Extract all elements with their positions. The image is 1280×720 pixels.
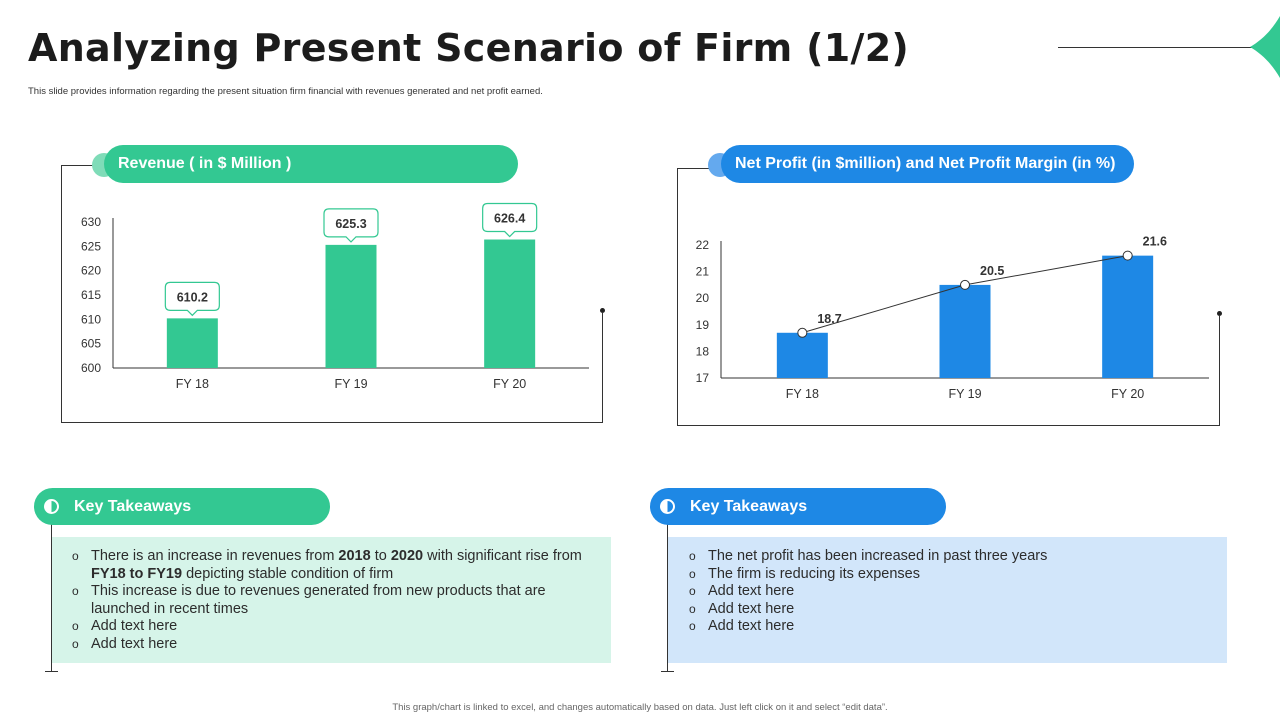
takeaway-left-item-text: Add text here (91, 635, 178, 652)
takeaway-left-item-text: Add text here (91, 618, 178, 635)
takeaway-left-item: Add text here (72, 618, 592, 636)
takeaway-right-item: The firm is reducing its expenses (689, 566, 1209, 584)
revenue-y-tick-label: 610 (81, 312, 101, 326)
revenue-y-tick-label: 625 (81, 239, 101, 253)
takeaways-left-line (51, 506, 52, 671)
revenue-frame-top (61, 165, 101, 166)
net-profit-trend-point (960, 279, 970, 290)
net-profit-bar (1102, 255, 1154, 378)
net-profit-y-tick-label: 19 (696, 318, 710, 332)
takeaways-right-line (667, 506, 668, 671)
revenue-x-tick-label: FY 20 (493, 377, 526, 391)
takeaway-right-item: The net profit has been increased in pas… (689, 548, 1209, 566)
takeaway-right-item: Add text here (689, 583, 1209, 601)
revenue-data-label-callout: 610.2 (164, 281, 220, 317)
revenue-y-tick-label: 620 (81, 264, 101, 278)
takeaway-left-item-text: depicting stable condition of firm (182, 565, 394, 582)
takeaway-left-item: Add text here (72, 636, 592, 654)
takeaway-right-item-text: The firm is reducing its expenses (708, 565, 920, 582)
revenue-data-label-callout: 626.4 (482, 202, 538, 238)
net-profit-trend-point (1122, 250, 1133, 261)
half-circle-icon (44, 499, 59, 514)
takeaway-left-item-text: There is an increase in revenues from (91, 548, 339, 564)
takeaway-right-item-text: Add text here (708, 600, 795, 617)
decorative-line (1058, 47, 1258, 48)
half-circle-icon (660, 499, 675, 514)
net-profit-trend-point (797, 327, 808, 338)
revenue-data-label: 625.3 (335, 217, 366, 231)
revenue-chart-header: Revenue ( in $ Million ) (104, 145, 518, 183)
net-profit-bar-chart: 17 18 19 20 21 22 FY 18 FY 19 FY 20 18.7 20.5 21.6 (696, 235, 1209, 401)
net-profit-bar (776, 332, 828, 378)
revenue-x-tick-label: FY 18 (176, 377, 209, 391)
revenue-data-label: 610.2 (177, 290, 208, 304)
net-profit-frame-dot (1217, 311, 1222, 316)
takeaway-left-item-text: 2018 (338, 548, 371, 564)
takeaway-right-item-text: Add text here (708, 618, 795, 635)
takeaways-right-list: The net profit has been increased in pas… (689, 548, 1209, 636)
revenue-y-tick-label: 605 (81, 337, 101, 351)
takeaway-left-item-text: FY18 to FY19 (91, 565, 183, 582)
revenue-frame-dot (600, 308, 605, 313)
net-profit-x-tick-label: FY 18 (786, 387, 819, 401)
revenue-bar (484, 239, 536, 368)
revenue-data-label-callout: 625.3 (323, 208, 379, 243)
takeaway-right-item-text: The net profit has been increased in pas… (708, 548, 1048, 564)
takeaways-left-list: There is an increase in revenues from 20… (72, 548, 592, 654)
net-profit-x-tick-label: FY 19 (948, 387, 981, 401)
takeaways-right-header: Key Takeaways (650, 488, 946, 525)
net-profit-y-tick-label: 18 (696, 344, 710, 358)
page-subtitle: This slide provides information regardin… (28, 86, 543, 97)
net-profit-bar (939, 284, 991, 378)
net-profit-y-tick-label: 22 (696, 238, 710, 252)
net-profit-data-label: 21.6 (1143, 235, 1167, 249)
takeaways-left-header: Key Takeaways (34, 488, 330, 525)
net-profit-x-tick-label: FY 20 (1111, 387, 1144, 401)
revenue-bar-chart: 600 605 610 615 620 625 630 FY 18 610.2 FY 19 625.… (81, 202, 589, 391)
takeaway-right-item-text: Add text here (708, 583, 795, 600)
net-profit-y-tick-label: 17 (696, 371, 710, 385)
page-title: Analyzing Present Scenario of Firm (1/2) (28, 26, 910, 70)
net-profit-y-tick-label: 21 (696, 265, 710, 279)
takeaway-left-item-text: 2020 (390, 548, 424, 564)
revenue-y-tick-label: 600 (81, 361, 101, 375)
takeaway-left-item-text: This increase is due to revenues generat… (91, 583, 546, 617)
revenue-y-tick-label: 630 (81, 215, 101, 229)
decorative-leaf-icon (1250, 16, 1280, 78)
takeaway-left-item-text: with significant rise from (423, 548, 582, 564)
takeaway-right-item: Add text here (689, 618, 1209, 636)
revenue-bar (166, 318, 218, 368)
net-profit-data-label: 18.7 (817, 312, 841, 326)
takeaways-left-title: Key Takeaways (74, 498, 192, 515)
net-profit-chart-header: Net Profit (in $million) and Net Profit … (721, 145, 1134, 183)
takeaways-right-title: Key Takeaways (690, 498, 808, 515)
revenue-bar (325, 244, 377, 368)
net-profit-y-tick-label: 20 (696, 291, 710, 305)
revenue-y-tick-label: 615 (81, 288, 101, 302)
takeaway-left-item: There is an increase in revenues from 20… (72, 548, 592, 583)
revenue-x-tick-label: FY 19 (334, 377, 367, 391)
takeaway-right-item: Add text here (689, 601, 1209, 619)
takeaway-left-item: This increase is due to revenues generat… (72, 583, 592, 618)
revenue-data-label: 626.4 (494, 212, 525, 226)
net-profit-frame-top (677, 168, 717, 169)
footer-note: This graph/chart is linked to excel, and… (392, 702, 888, 713)
takeaway-left-item-text: to (370, 548, 391, 564)
net-profit-data-label: 20.5 (980, 264, 1004, 278)
